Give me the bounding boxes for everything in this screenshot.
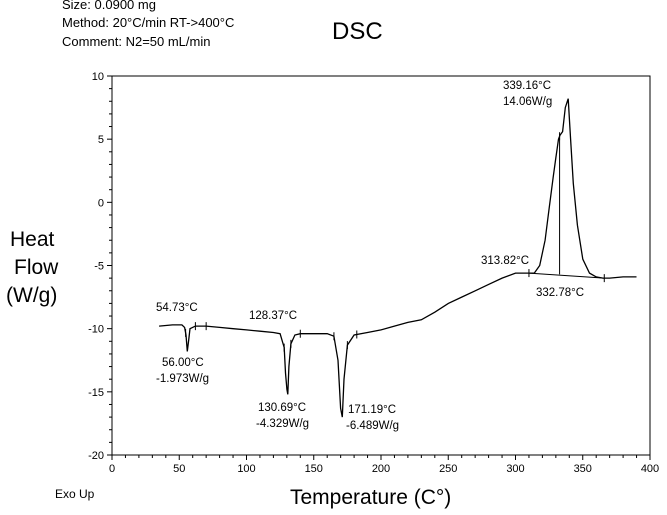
annotation-label: -4.329W/g — [256, 418, 309, 430]
x-tick-label: 400 — [641, 463, 659, 475]
y-tick-label: 10 — [92, 71, 104, 83]
x-axis-label: Temperature (C°) — [290, 486, 452, 509]
x-tick-label: 300 — [506, 463, 524, 475]
exo-up-note: Exo Up — [55, 487, 95, 501]
y-axis-label-line-2: Flow — [14, 256, 59, 279]
y-tick-label: 0 — [98, 197, 104, 209]
annotation-label: -6.489W/g — [346, 420, 399, 432]
annotation-label: 54.73°C — [156, 302, 198, 314]
annotation-label: 171.19°C — [348, 404, 396, 416]
y-tick-label: -15 — [88, 387, 104, 399]
annotation-label: 332.78°C — [536, 287, 584, 299]
y-axis-label-line-1: Heat — [10, 228, 55, 251]
annotation-label: 313.82°C — [481, 255, 529, 267]
annotation-label: 56.00°C — [162, 357, 204, 369]
annotation-label: 130.69°C — [258, 402, 306, 414]
heat-flow-line — [159, 98, 637, 418]
chart-title: DSC — [332, 18, 383, 45]
x-tick-label: 100 — [237, 463, 255, 475]
annotation-label: -1.973W/g — [156, 373, 209, 385]
y-tick-label: -5 — [94, 261, 104, 273]
method-label: Method: 20°C/min RT->400°C — [62, 15, 235, 30]
x-tick-label: 250 — [439, 463, 457, 475]
y-tick-label: -10 — [88, 324, 104, 336]
sample-size-label: Size: 0.0900 mg — [62, 0, 156, 12]
integration-baseline — [528, 272, 605, 279]
annotation-label: 128.37°C — [249, 310, 297, 322]
y-tick-label: 5 — [98, 134, 104, 146]
x-tick-label: 200 — [372, 463, 390, 475]
x-tick-label: 150 — [305, 463, 323, 475]
x-tick-label: 350 — [574, 463, 592, 475]
annotation-label: 14.06W/g — [503, 96, 552, 108]
annotation-label: 339.16°C — [503, 80, 551, 92]
y-axis-label-line-3: (W/g) — [6, 284, 58, 307]
plot-frame — [111, 75, 651, 456]
x-tick-label: 0 — [109, 463, 115, 475]
y-tick-label: -20 — [88, 450, 104, 462]
x-tick-label: 50 — [173, 463, 185, 475]
comment-label: Comment: N2=50 mL/min — [62, 34, 211, 49]
